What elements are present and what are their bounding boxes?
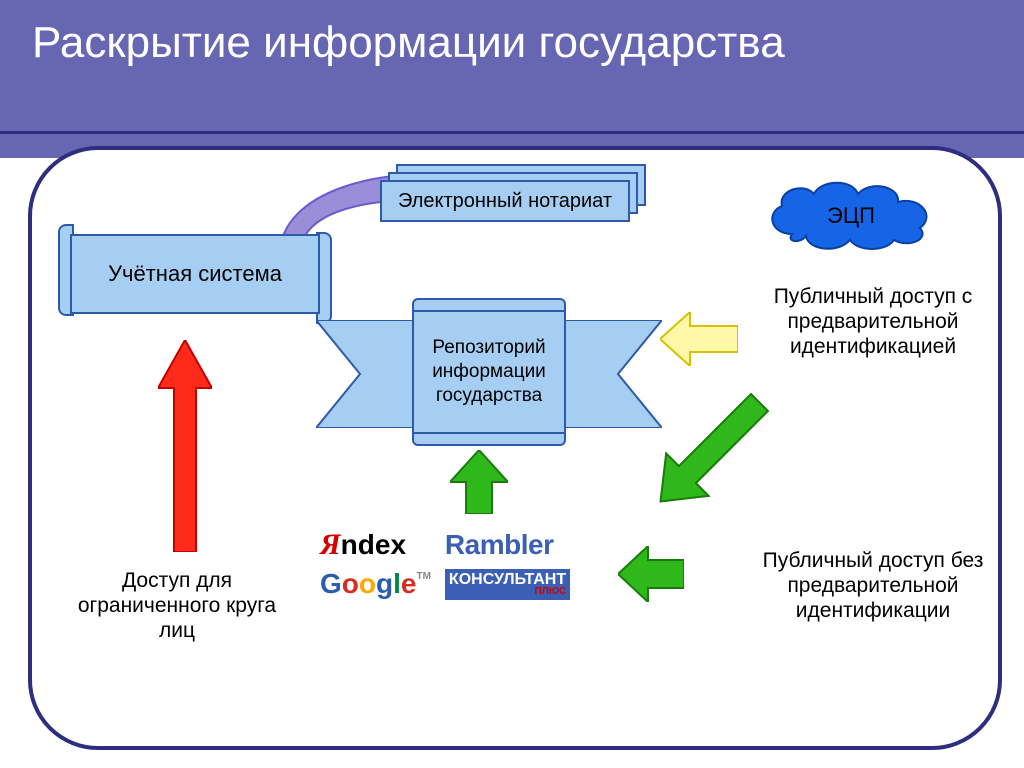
repository-label: Репозиторий информации государства (420, 336, 558, 407)
public-with-id-label: Публичный доступ с предварительной идент… (760, 284, 986, 360)
accounting-system-box: Учётная система (70, 234, 320, 314)
repository-scroll: Репозиторий информации государства (412, 304, 566, 440)
notary-label: Электронный нотариат (398, 190, 612, 213)
yandex-logo: Яndex (320, 528, 431, 562)
repo-bottom-curl (412, 432, 566, 446)
slide-container: Раскрытие информации государства Учётная… (0, 0, 1024, 768)
green-up-arrow-icon (450, 450, 508, 514)
eds-label: ЭЦП (758, 176, 944, 252)
public-without-id-label: Публичный доступ без предварительной иде… (760, 548, 986, 624)
yellow-left-arrow-icon (660, 312, 738, 366)
diagram-canvas: Учётная система Электронный нотариат ЭЦП (0, 0, 1024, 768)
consultant-plus-text: ПЛЮС (449, 587, 566, 597)
rambler-logo: Rambler (445, 529, 570, 561)
google-logo: GoogleTM (320, 568, 431, 600)
consultant-text: КОНСУЛЬТАНТ (449, 571, 566, 588)
repository-box: Репозиторий информации государства (412, 310, 566, 434)
green-left-arrow-icon (618, 546, 684, 602)
consultant-logo: КОНСУЛЬТАНТ ПЛЮС (445, 569, 570, 600)
notary-stack: Электронный нотариат (380, 164, 658, 224)
red-up-arrow-icon (158, 340, 212, 552)
restricted-access-label: Доступ для ограниченного круга лиц (72, 568, 282, 644)
eds-cloud: ЭЦП (758, 176, 944, 252)
accounting-system-label: Учётная система (108, 261, 282, 287)
search-engine-logos: Яndex Rambler GoogleTM КОНСУЛЬТАНТ ПЛЮС (320, 528, 570, 600)
accounting-system-scroll: Учётная система (64, 228, 326, 320)
notary-box-front: Электронный нотариат (380, 180, 630, 222)
green-diagonal-arrow-icon (630, 372, 790, 532)
